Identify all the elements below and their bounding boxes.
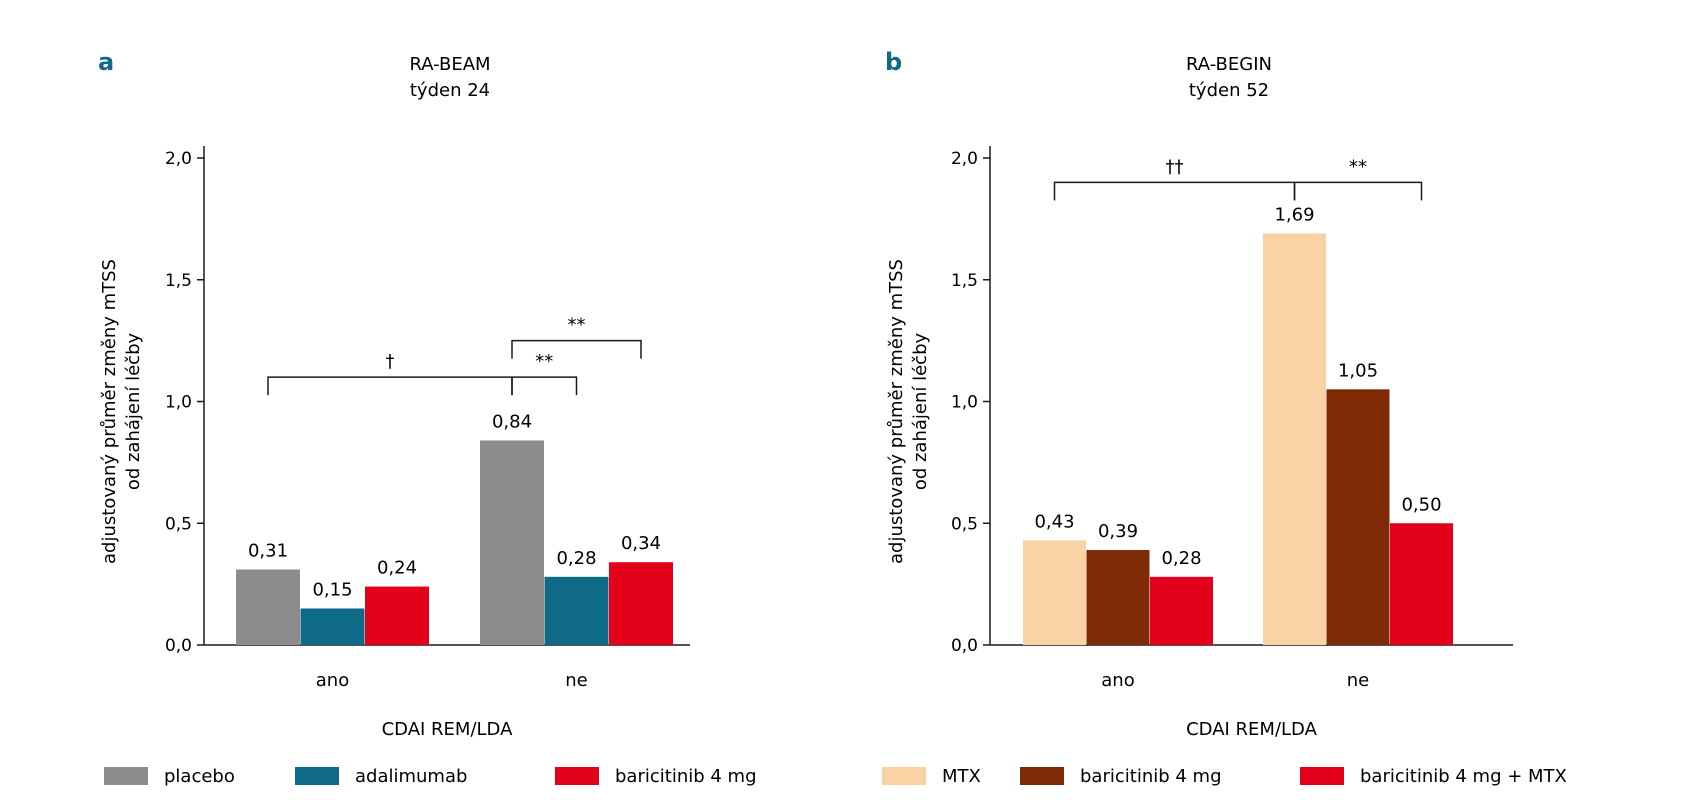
bar-baricitinib-4-mg-MTX-ano: [1150, 576, 1213, 645]
panel-letter: b: [885, 48, 902, 76]
y-axis-label-line: od zahájení léčby: [123, 332, 144, 490]
data-label: 0,28: [1161, 548, 1201, 569]
y-tick-label: 1,5: [165, 271, 192, 291]
significance-marker: ††: [1166, 156, 1184, 177]
bar-baricitinib-4-mg-MTX-ne: [1390, 523, 1453, 645]
data-label: 0,15: [312, 579, 352, 600]
x-category-label: ne: [565, 670, 587, 691]
legend-swatch: [555, 767, 599, 785]
legend-label: baricitinib 4 mg: [1080, 766, 1222, 787]
legend-label: placebo: [164, 766, 235, 787]
x-axis-label: CDAI REM/LDA: [1186, 719, 1318, 740]
y-tick-label: 1,5: [951, 271, 978, 291]
legend-label: MTX: [942, 766, 981, 787]
data-label: 0,39: [1098, 521, 1138, 542]
significance-bracket: [1293, 181, 1423, 201]
legend-label: baricitinib 4 mg + MTX: [1360, 766, 1567, 787]
data-label: 0,84: [492, 411, 532, 432]
data-label: 0,43: [1034, 511, 1074, 532]
data-label: 1,69: [1274, 204, 1314, 225]
bar-MTX-ne: [1263, 233, 1326, 646]
legend-swatch: [295, 767, 339, 785]
data-label: 0,28: [556, 548, 596, 569]
y-tick-label: 2,0: [165, 149, 192, 169]
bar-baricitinib-4-mg-ne: [609, 562, 673, 645]
chart-title: RA-BEGIN: [1186, 54, 1272, 75]
y-tick-label: 0,0: [951, 636, 978, 656]
legend-swatch: [882, 767, 926, 785]
y-axis-label-line: od zahájení léčby: [910, 332, 931, 490]
significance-marker: **: [535, 351, 553, 372]
bar-placebo-ano: [236, 569, 300, 645]
x-category-label: ano: [316, 670, 349, 691]
data-label: 1,05: [1338, 360, 1378, 381]
chart-title: týden 24: [410, 80, 490, 101]
legend-swatch: [1300, 767, 1344, 785]
data-label: 0,34: [621, 533, 661, 554]
data-label: 0,50: [1401, 494, 1441, 515]
bar-adalimumab-ne: [544, 576, 609, 645]
legend-swatch: [1020, 767, 1064, 785]
legend-swatch: [104, 767, 148, 785]
bar-adalimumab-ano: [300, 608, 365, 645]
significance-bracket: [1053, 181, 1296, 201]
y-axis-label: adjustovaný průměr změny mTSS od zahájení…: [886, 259, 931, 564]
y-tick-label: 0,0: [165, 636, 192, 656]
significance-marker: †: [386, 351, 395, 372]
bar-MTX-ano: [1023, 540, 1086, 645]
chart-panel-b: b RA-BEGIN týden 52 0,0 0,5 1,0 1,5 2,0 adjustov…: [882, 48, 1567, 787]
significance-bracket: [267, 376, 513, 396]
y-tick-label: 2,0: [951, 149, 978, 169]
legend-label: adalimumab: [355, 766, 467, 787]
x-category-label: ne: [1347, 670, 1369, 691]
data-label: 0,24: [377, 558, 417, 579]
y-tick-label: 1,0: [165, 393, 192, 413]
bar-baricitinib-4-mg-ano: [365, 586, 429, 645]
chart-title: týden 52: [1189, 80, 1269, 101]
significance-marker: **: [1349, 156, 1367, 177]
bar-baricitinib-4-mg-ne: [1326, 389, 1390, 645]
bar-placebo-ne: [480, 440, 544, 645]
data-label: 0,31: [248, 541, 288, 562]
y-axis-label: adjustovaný průměr změny mTSS od zahájení…: [99, 259, 144, 564]
y-tick-label: 1,0: [951, 393, 978, 413]
y-axis-label-line: adjustovaný průměr změny mTSS: [99, 259, 120, 564]
panel-letter: a: [98, 48, 114, 76]
x-axis-label: CDAI REM/LDA: [382, 719, 514, 740]
x-category-label: ano: [1101, 670, 1134, 691]
significance-bracket: [511, 376, 578, 396]
chart-title: RA-BEAM: [409, 54, 490, 75]
bar-baricitinib-4-mg-ano: [1086, 550, 1150, 645]
legend-label: baricitinib 4 mg: [615, 766, 757, 787]
y-tick-label: 0,5: [165, 514, 192, 534]
y-tick-label: 0,5: [951, 514, 978, 534]
significance-marker: **: [568, 315, 586, 336]
chart-panel-a: a RA-BEAM týden 24 0,0 0,5 1,0 1,5 2,0 adjustova…: [98, 48, 757, 787]
significance-bracket: [511, 339, 642, 359]
y-axis-label-line: adjustovaný průměr změny mTSS: [886, 259, 907, 564]
